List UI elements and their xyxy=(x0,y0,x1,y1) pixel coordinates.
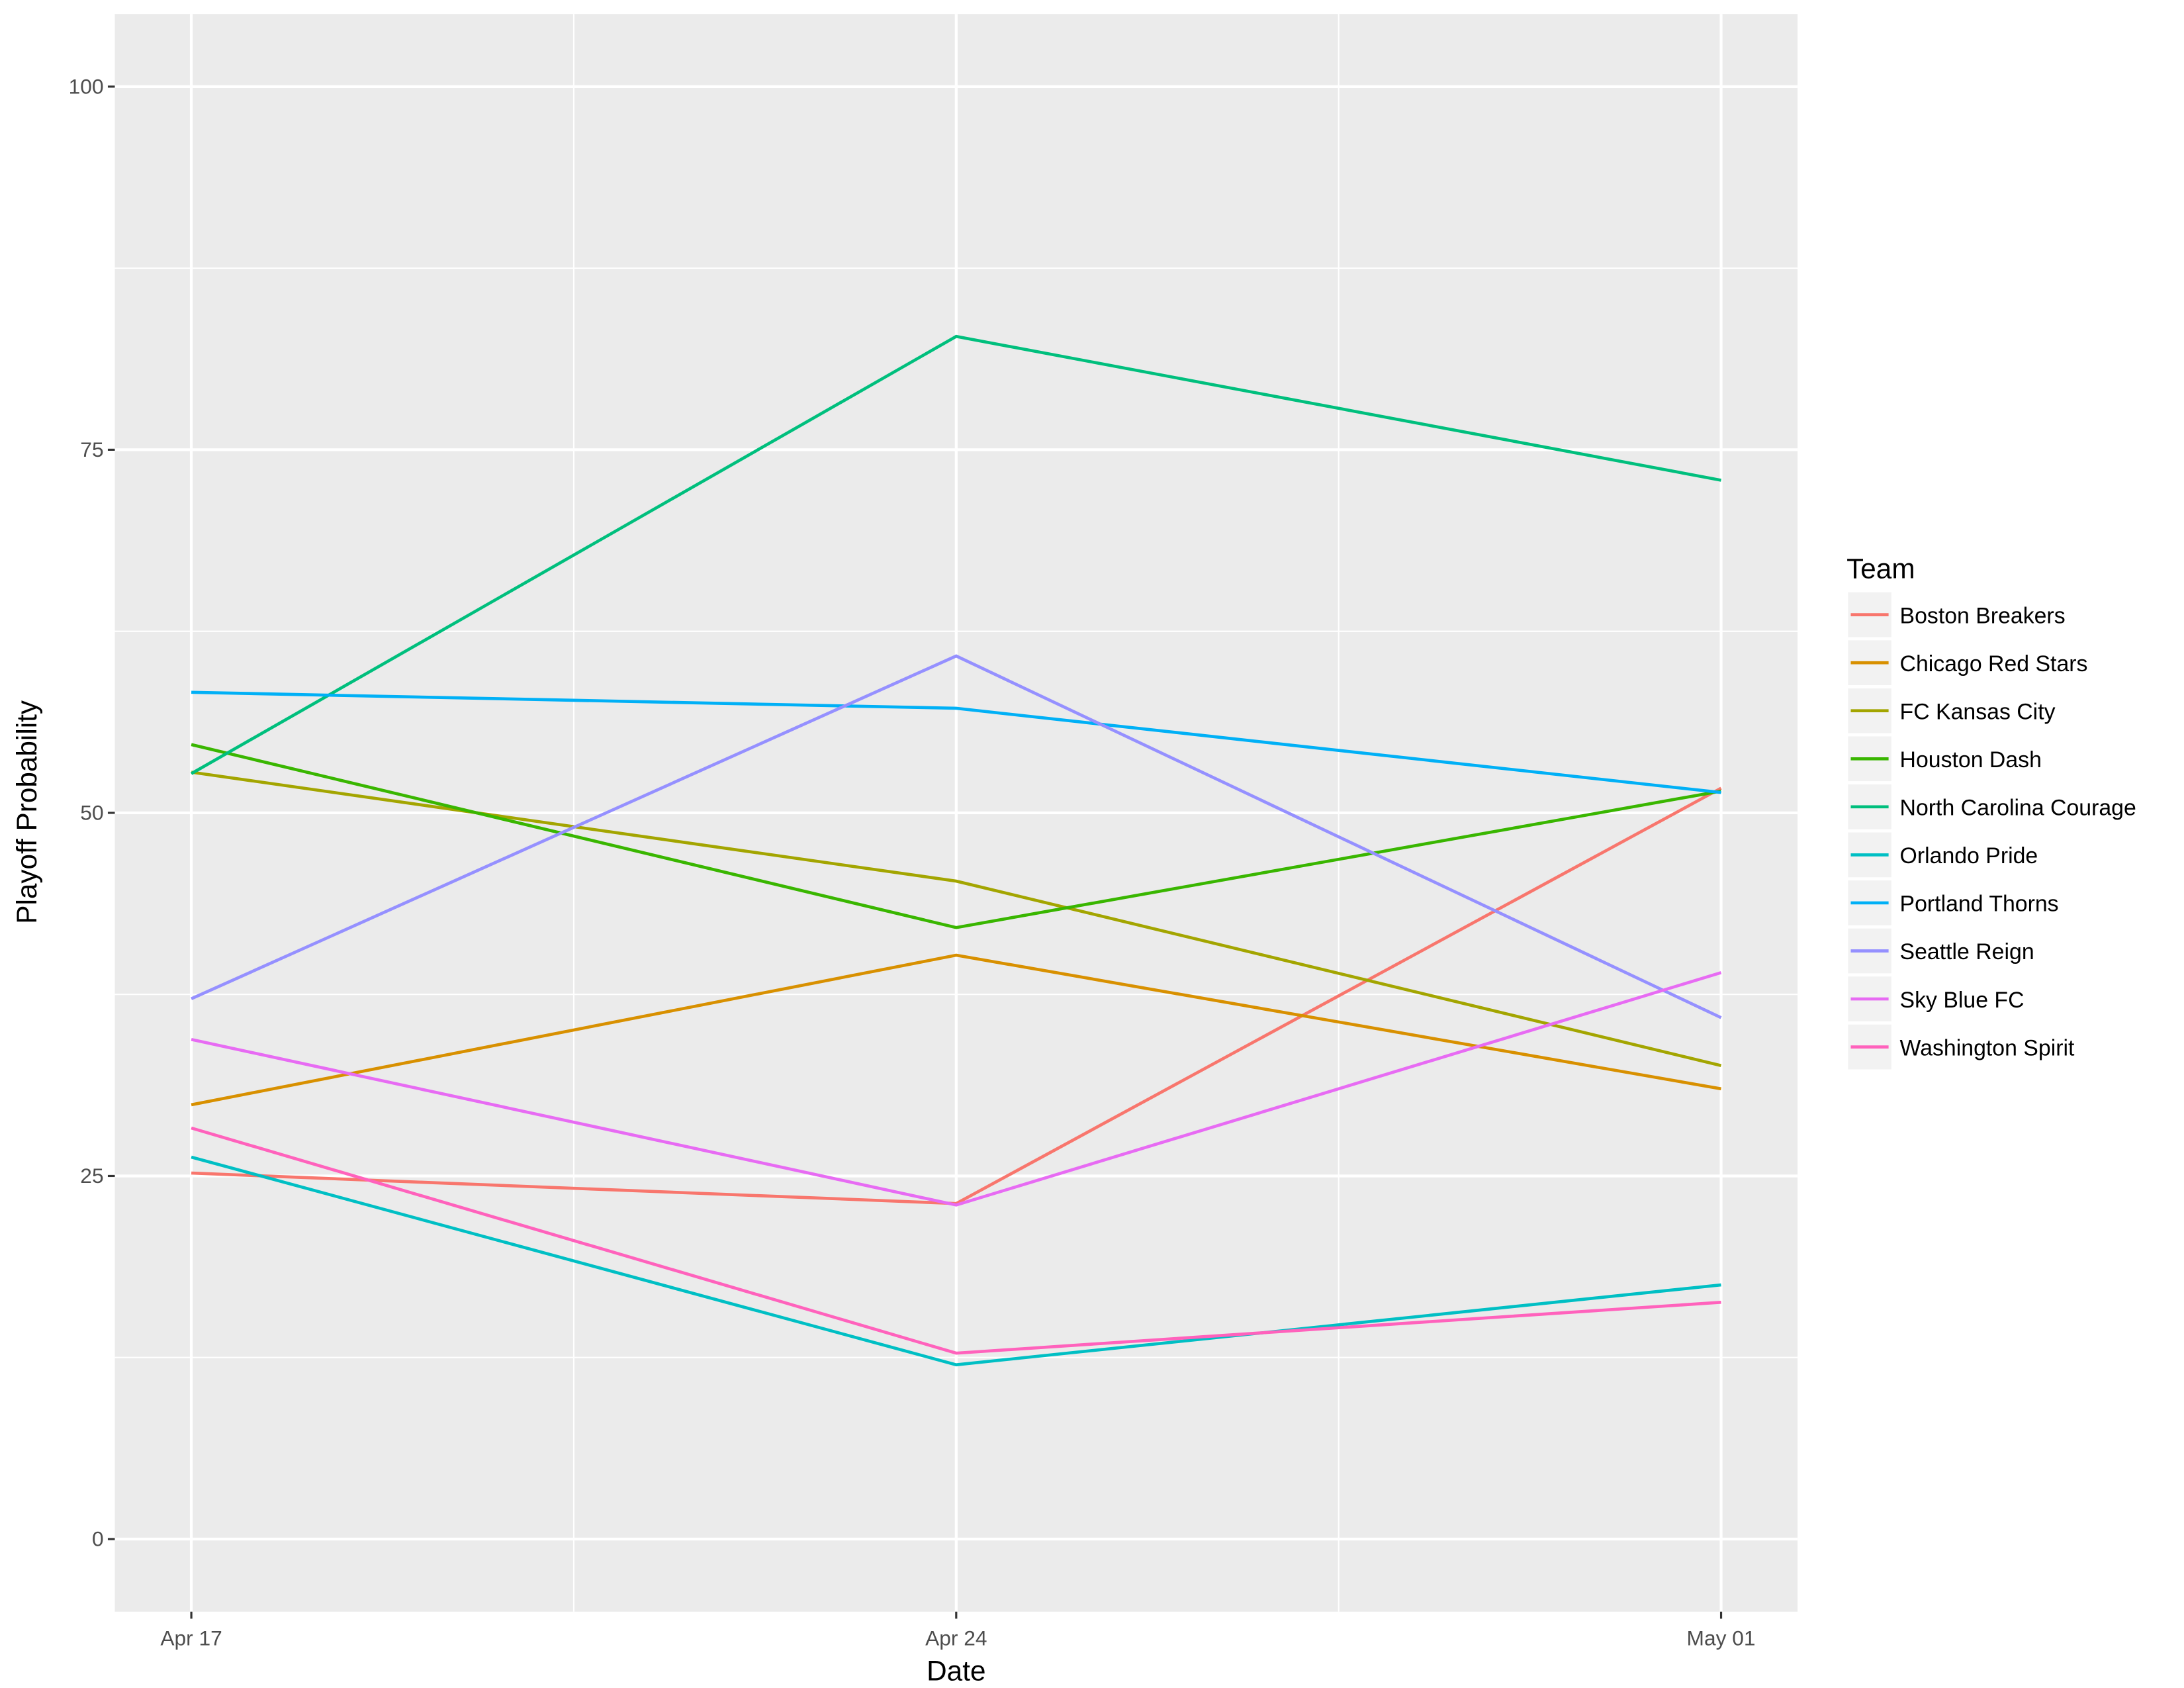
series-line-fc-kansas-city xyxy=(191,771,1722,1067)
y-tick-label: 50 xyxy=(80,801,103,825)
series-line-portland-thorns xyxy=(191,690,1721,794)
y-tick-label: 75 xyxy=(80,438,103,461)
legend-label: Washington Spirit xyxy=(1900,1035,2075,1060)
y-tick-label: 25 xyxy=(80,1164,103,1188)
series-line-washington-spirit xyxy=(191,1126,1721,1355)
legend-label: Boston Breakers xyxy=(1900,603,2066,628)
x-tick-label: Apr 17 xyxy=(160,1626,222,1650)
series-lines xyxy=(190,334,1722,1367)
axes: 0 25 50 75 100 Apr 17 Apr 24 May 01 xyxy=(69,74,1756,1650)
legend-title: Team xyxy=(1846,553,1915,585)
series-line-sky-blue-fc xyxy=(191,971,1722,1207)
x-axis-title: Date xyxy=(927,1655,985,1686)
legend-label: Orlando Pride xyxy=(1900,843,2038,868)
y-axis-title: Playoff Probability xyxy=(11,700,42,924)
series-line-seattle-reign xyxy=(191,654,1722,1019)
series-line-chicago-red-stars xyxy=(191,953,1721,1107)
series-line-orlando-pride xyxy=(191,1155,1721,1367)
legend-label: North Carolina Courage xyxy=(1900,796,2136,821)
y-tick-label: 100 xyxy=(69,74,104,98)
legend-label: Chicago Red Stars xyxy=(1900,651,2088,677)
legend-label: FC Kansas City xyxy=(1900,699,2056,724)
series-line-north-carolina-courage xyxy=(190,334,1721,775)
legend-label: Houston Dash xyxy=(1900,747,2042,773)
x-tick-label: Apr 24 xyxy=(925,1626,987,1650)
legend: Team Boston Breakers Chicago Red Stars FC … xyxy=(1846,553,2136,1070)
grid xyxy=(114,14,1798,1612)
y-tick-label: 0 xyxy=(92,1527,104,1551)
legend-label: Seattle Reign xyxy=(1900,939,2034,964)
series-line-houston-dash xyxy=(191,743,1721,929)
x-tick-label: May 01 xyxy=(1687,1626,1756,1650)
legend-label: Sky Blue FC xyxy=(1900,988,2025,1013)
legend-label: Portland Thorns xyxy=(1900,892,2059,917)
